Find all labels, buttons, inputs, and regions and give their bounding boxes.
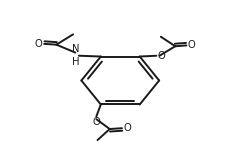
Text: O: O: [123, 123, 131, 133]
Text: H: H: [72, 57, 79, 67]
Text: O: O: [92, 117, 100, 127]
Text: N: N: [72, 44, 79, 54]
Text: O: O: [158, 51, 165, 61]
Text: O: O: [35, 39, 42, 49]
Text: O: O: [188, 40, 196, 50]
